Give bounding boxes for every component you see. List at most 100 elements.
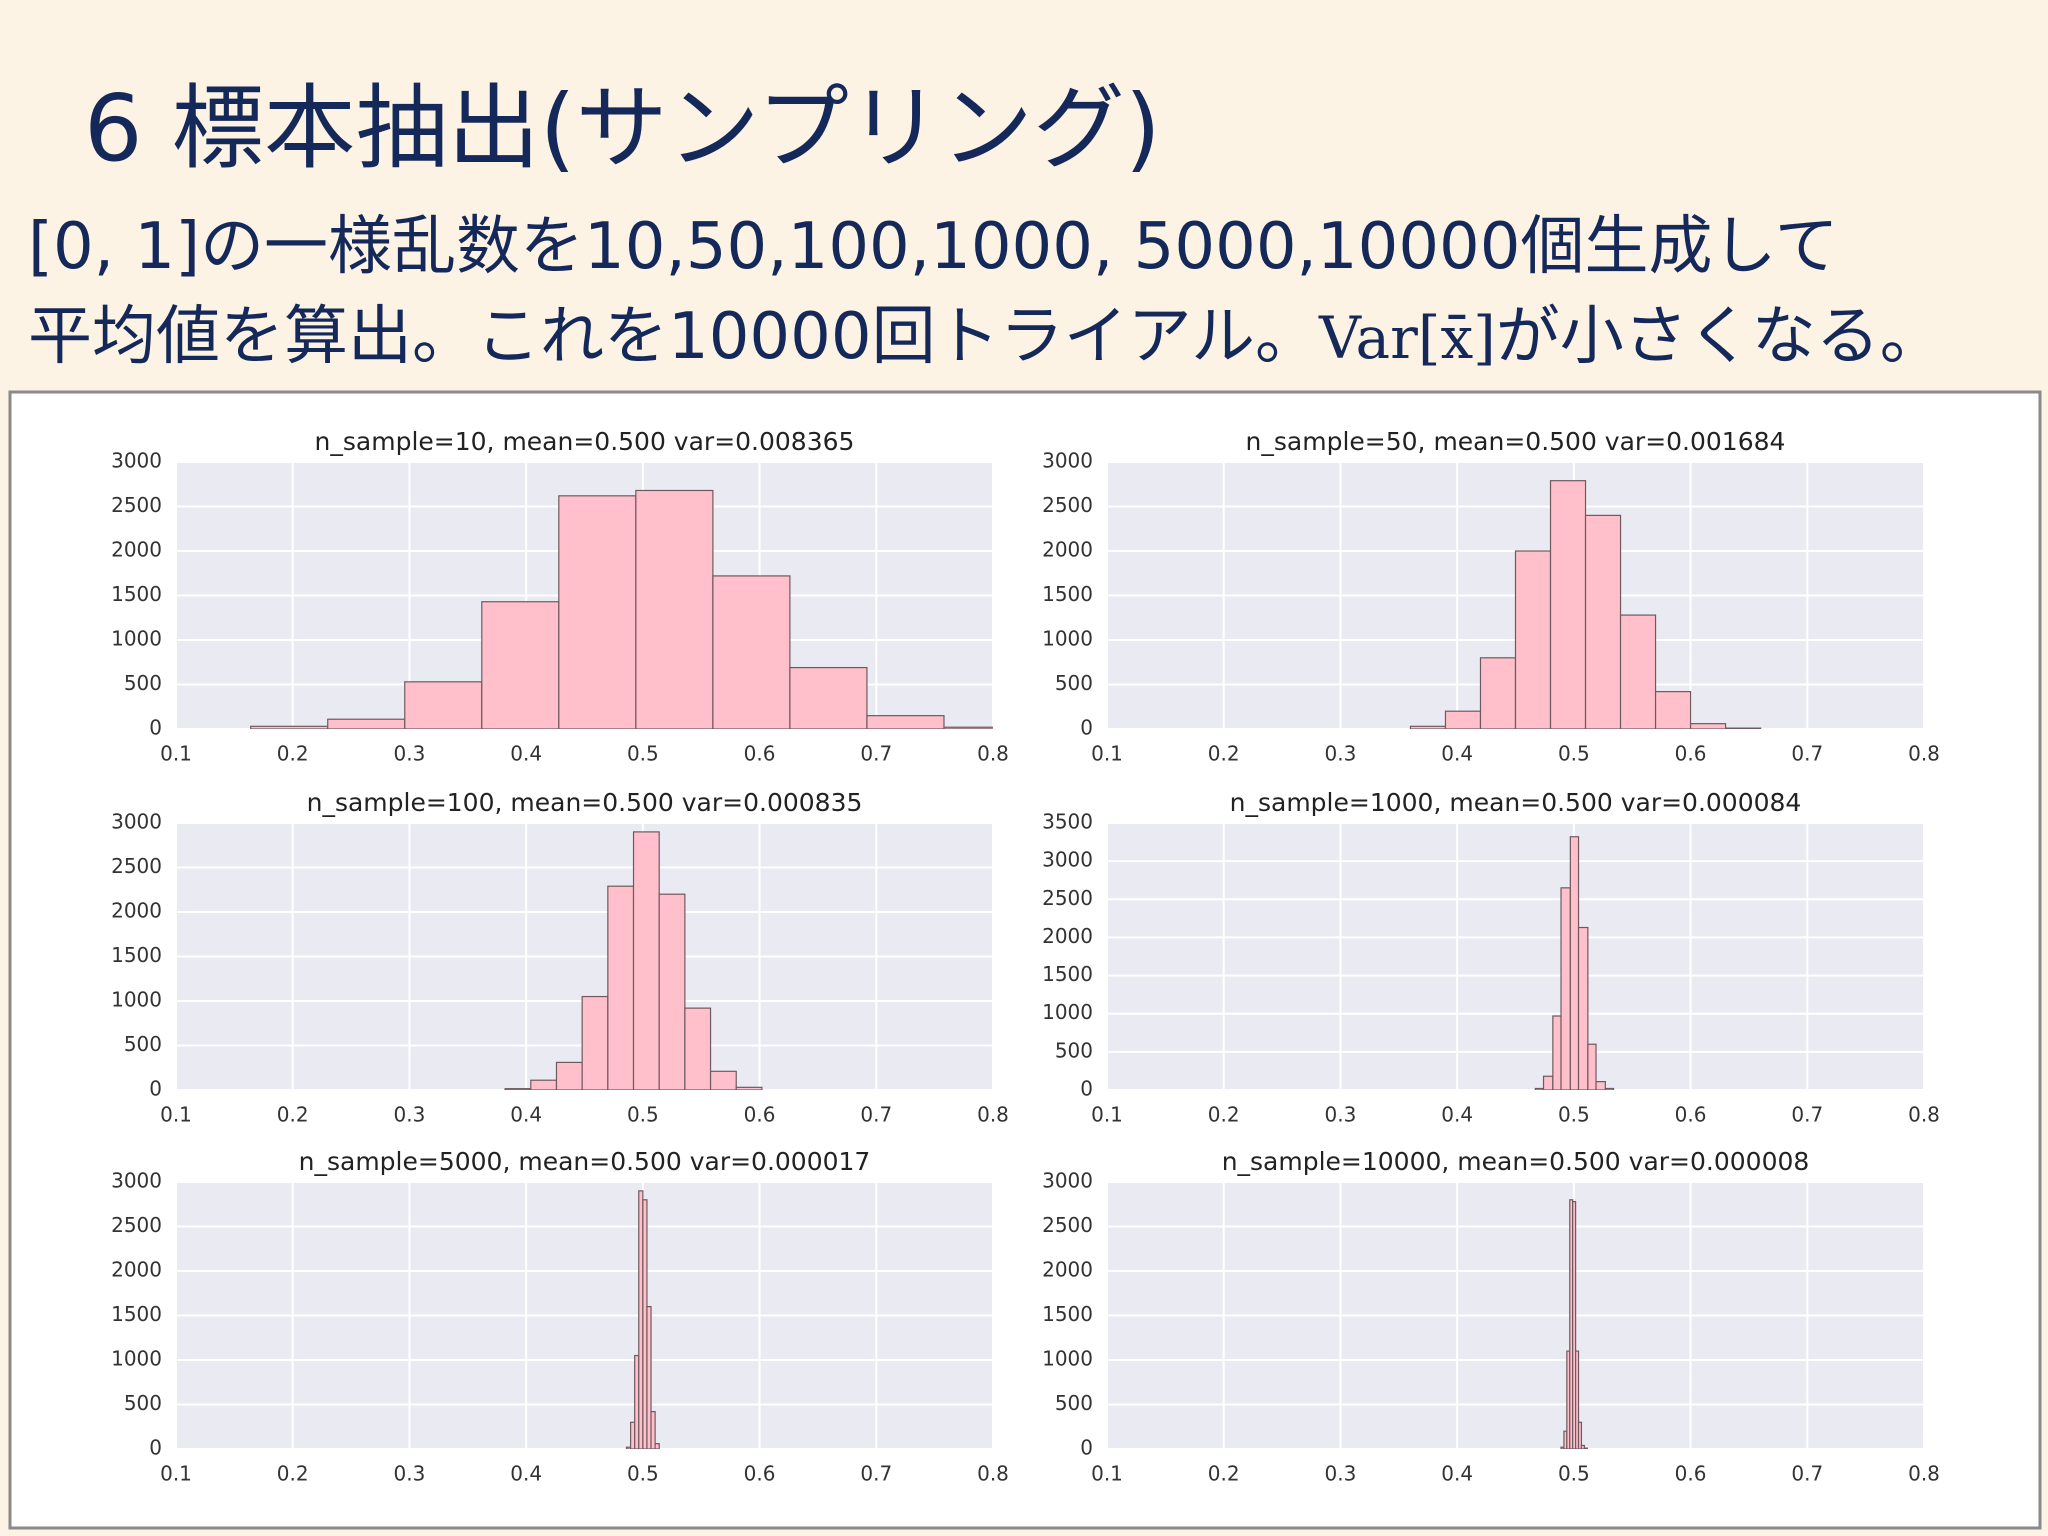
bar [1577,1421,1583,1449]
y-tick-label: 500 [124,1032,162,1056]
y-tick-label: 2000 [111,538,162,562]
y-tick-label: 1500 [1042,582,1093,606]
bar [530,1079,558,1090]
subtitle-math: Var[x̄] [1318,304,1496,372]
x-tick-label: 0.3 [1325,1103,1357,1127]
y-tick-label: 3000 [1042,1169,1093,1193]
y-tick-label: 2500 [111,854,162,878]
y-tick-label: 2000 [111,1258,162,1282]
bar [1587,1043,1597,1090]
bar [481,601,560,729]
bar [1549,480,1587,729]
x-tick-label: 0.4 [510,1462,542,1486]
x-tick-label: 0.8 [977,1103,1009,1127]
bar [642,1199,648,1449]
bar [1569,836,1580,1090]
x-tick-label: 0.4 [510,742,542,766]
y-tick-label: 3000 [111,810,162,834]
y-tick-label: 0 [1080,1077,1093,1101]
x-tick-label: 0.2 [277,1103,309,1127]
y-tick-label: 3500 [1042,810,1093,834]
subtitle-text: が小さくなる。 [1496,300,1944,374]
y-tick-label: 1000 [111,1347,162,1371]
bar [1724,727,1762,729]
bar [1552,1015,1562,1090]
bar [1479,657,1517,729]
x-tick-label: 0.7 [1791,1103,1823,1127]
x-tick-label: 0.6 [744,742,776,766]
bars [1409,480,1762,729]
y-tick-label: 1500 [111,1302,162,1326]
y-tick-label: 3000 [111,1169,162,1193]
bar [555,1061,583,1090]
y-tick-label: 0 [1080,716,1093,740]
bar [658,893,686,1090]
x-tick-label: 0.1 [160,742,192,766]
chart-title: n_sample=10000, mean=0.500 var=0.000008 [1222,1147,1810,1176]
x-tick-label: 0.5 [627,742,659,766]
chart-title: n_sample=1000, mean=0.500 var=0.000084 [1230,788,1802,817]
y-tick-label: 500 [1055,1391,1093,1415]
bar [327,718,406,729]
x-tick-label: 0.5 [1558,742,1590,766]
bar [1514,550,1552,729]
subtitle-text: 平均値を算出。これを10000回トライアル。 [28,300,1319,374]
y-tick-label: 2500 [111,1213,162,1237]
bar [735,1086,763,1090]
y-tick-label: 2000 [111,899,162,923]
x-tick-label: 0.1 [1091,1103,1123,1127]
y-tick-label: 500 [124,671,162,695]
bar [1542,1075,1554,1090]
x-tick-label: 0.5 [1558,1462,1590,1486]
y-tick-label: 3000 [1042,449,1093,473]
y-tick-label: 2000 [1042,1258,1093,1282]
x-tick-label: 0.2 [277,1462,309,1486]
y-tick-label: 2500 [1042,886,1093,910]
x-tick-label: 0.2 [1208,1462,1240,1486]
x-tick-label: 0.3 [394,1462,426,1486]
y-tick-label: 500 [1055,1038,1093,1062]
bar [634,1354,640,1449]
x-tick-label: 0.4 [1441,1462,1473,1486]
x-tick-label: 0.5 [1558,1103,1590,1127]
x-tick-label: 0.4 [1441,742,1473,766]
y-tick-label: 2000 [1042,924,1093,948]
x-tick-label: 0.6 [744,1103,776,1127]
bar [1444,710,1482,729]
bar [630,1421,636,1449]
x-tick-label: 0.8 [1908,1103,1940,1127]
bar [1604,1087,1615,1090]
y-tick-label: 1500 [111,582,162,606]
bar [404,681,483,729]
bar [684,1007,712,1090]
bar [504,1088,532,1090]
x-tick-label: 0.6 [1675,1103,1707,1127]
bar [646,1305,652,1449]
bar [709,1070,737,1090]
x-tick-label: 0.3 [394,742,426,766]
y-tick-label: 1000 [1042,627,1093,651]
x-tick-label: 0.1 [1091,1462,1123,1486]
bar [1584,514,1622,729]
y-tick-label: 0 [149,1077,162,1101]
bar [635,489,714,729]
y-tick-label: 1500 [1042,962,1093,986]
bars [1560,1199,1588,1449]
x-tick-label: 0.8 [977,1462,1009,1486]
x-tick-label: 0.2 [1208,1103,1240,1127]
bar [1572,1200,1577,1449]
y-tick-label: 500 [124,1391,162,1415]
slide-title: 6 標本抽出(サンプリング) [84,75,1161,182]
y-tick-label: 1000 [1042,1000,1093,1024]
x-tick-label: 0.6 [1675,1462,1707,1486]
bar [250,725,329,729]
bar [581,995,609,1090]
x-tick-label: 0.2 [1208,742,1240,766]
bar [789,666,868,729]
bar [1689,723,1727,729]
x-tick-label: 0.7 [1791,742,1823,766]
bar [712,575,791,729]
x-tick-label: 0.2 [277,742,309,766]
